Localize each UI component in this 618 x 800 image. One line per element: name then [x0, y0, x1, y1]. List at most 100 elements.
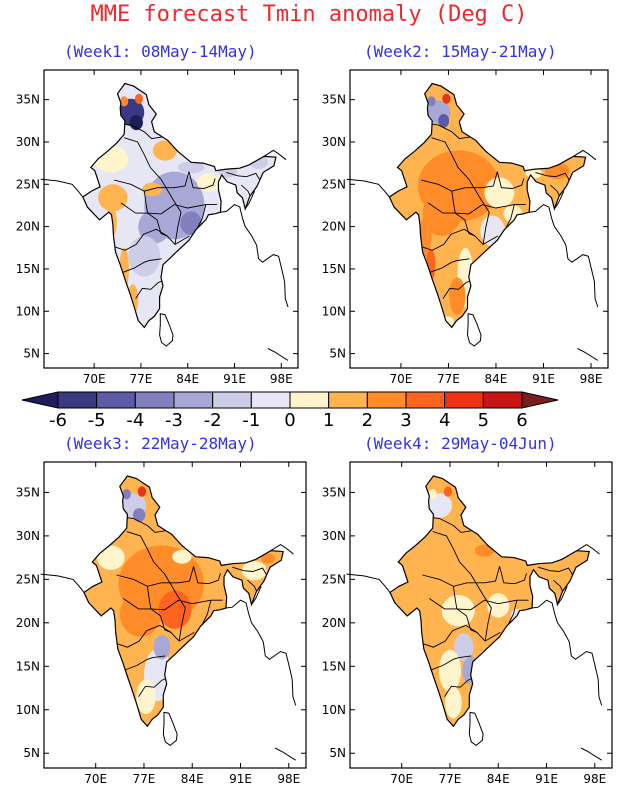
anomaly-patch: [547, 559, 573, 577]
sri-lanka-outline: [162, 711, 178, 747]
colorbar-label: 5: [478, 410, 489, 431]
colorbar-swatch: [96, 391, 136, 409]
lat-tick-label: 5N: [23, 347, 40, 361]
state-border: [116, 566, 195, 587]
anomaly-patch: [443, 486, 453, 497]
colorbar-label: 0: [284, 410, 295, 431]
sri-lanka-outline: [159, 313, 174, 347]
state-border: [538, 566, 574, 576]
map-panel-week2: 35N 30N 25N 20N 15N 10N 5N 70E 77E 84E 91E 98E: [322, 69, 609, 386]
anomaly-patch: [119, 247, 129, 291]
lat-tick-label: 15N: [322, 659, 346, 673]
anomaly-patch: [484, 177, 515, 208]
coastline: [346, 178, 390, 198]
colorbar-label: -6: [49, 410, 67, 431]
state-border: [422, 566, 501, 587]
coastline: [573, 149, 597, 161]
colorbar-swatch: [134, 391, 175, 409]
colorbar-swatch: [21, 391, 59, 409]
state-border: [468, 178, 490, 245]
colorbar-label: -2: [204, 410, 222, 431]
lon-tick-label: 70E: [83, 372, 106, 386]
anomaly-patch: [428, 488, 437, 500]
coastline: [274, 747, 296, 761]
state-border: [232, 566, 268, 576]
lon-tick-label: 98E: [277, 772, 300, 786]
lat-tick-label: 20N: [16, 220, 40, 234]
state-border: [226, 171, 261, 181]
lat-tick-label: 35N: [322, 485, 346, 499]
lat-tick-label: 10N: [322, 703, 346, 717]
lon-tick-label: 77E: [129, 372, 152, 386]
lat-tick-label: 15N: [16, 262, 40, 276]
anomaly-patch: [197, 173, 222, 192]
state-border: [197, 204, 207, 228]
panel-title-week2: (Week2: 15May-21May): [364, 42, 557, 61]
lon-tick-label: 91E: [532, 372, 555, 386]
lon-tick-label: 84E: [176, 372, 199, 386]
anomaly-patch: [120, 648, 129, 675]
colorbar-label: 3: [400, 410, 411, 431]
state-border: [432, 531, 472, 575]
state-border: [427, 202, 526, 215]
state-border: [442, 280, 471, 299]
anomaly-patch: [422, 191, 461, 236]
anomaly-patch: [261, 553, 275, 564]
sri-lanka-outline: [466, 313, 482, 347]
lat-tick-label: 35N: [322, 93, 346, 107]
country-outline: [388, 82, 587, 329]
lat-tick-label: 5N: [23, 746, 40, 760]
lat-tick-label: 20N: [322, 220, 346, 234]
lon-tick-label: 77E: [439, 772, 462, 786]
anomaly-patch: [132, 508, 146, 522]
state-border: [123, 598, 223, 611]
lat-tick-label: 30N: [322, 135, 346, 149]
state-border: [429, 258, 470, 273]
map-frame: [43, 69, 299, 369]
state-border: [164, 573, 186, 642]
coastline: [270, 544, 294, 555]
anomaly-patch: [427, 96, 436, 107]
state-border: [202, 600, 212, 624]
coastline: [220, 204, 289, 308]
lat-tick-label: 30N: [16, 135, 40, 149]
anomaly-patch: [138, 209, 171, 244]
lon-tick-label: 98E: [583, 772, 606, 786]
lat-tick-label: 35N: [16, 93, 40, 107]
anomaly-patch: [429, 548, 499, 611]
colorbar-swatch: [328, 391, 368, 409]
state-border: [421, 228, 499, 251]
panel-title-week4: (Week4: 29May-04Jun): [364, 434, 557, 453]
coastline: [580, 747, 602, 761]
lat-tick-label: 25N: [16, 177, 40, 191]
coastline: [251, 586, 262, 605]
coastline: [577, 348, 599, 361]
state-border: [193, 566, 221, 585]
lat-tick-label: 20N: [16, 616, 40, 630]
anomaly-patch: [445, 687, 462, 719]
anomaly-patch: [98, 184, 128, 212]
lat-tick-label: 25N: [322, 177, 346, 191]
anomaly-patch: [127, 284, 139, 315]
colorbar-label: 2: [362, 410, 373, 431]
panel-title-week1: (Week1: 08May-14May): [64, 42, 257, 61]
state-border: [424, 122, 471, 140]
state-border: [508, 600, 518, 624]
map-frame: [43, 461, 307, 769]
coastline: [346, 573, 391, 593]
anomaly-patch: [449, 277, 466, 315]
colorbar-label: -4: [126, 410, 144, 431]
lon-tick-label: 84E: [181, 772, 204, 786]
state-border: [124, 137, 162, 180]
state-border: [499, 566, 527, 585]
state-border: [431, 137, 470, 180]
lat-tick-label: 10N: [322, 304, 346, 318]
anomaly-patch: [454, 633, 474, 662]
coastline: [553, 190, 565, 210]
country-outline: [83, 475, 284, 728]
state-border: [143, 191, 168, 237]
coastline: [244, 190, 256, 210]
colorbar-label: 4: [439, 410, 450, 431]
lon-tick-label: 77E: [133, 772, 156, 786]
coastline: [557, 586, 568, 605]
